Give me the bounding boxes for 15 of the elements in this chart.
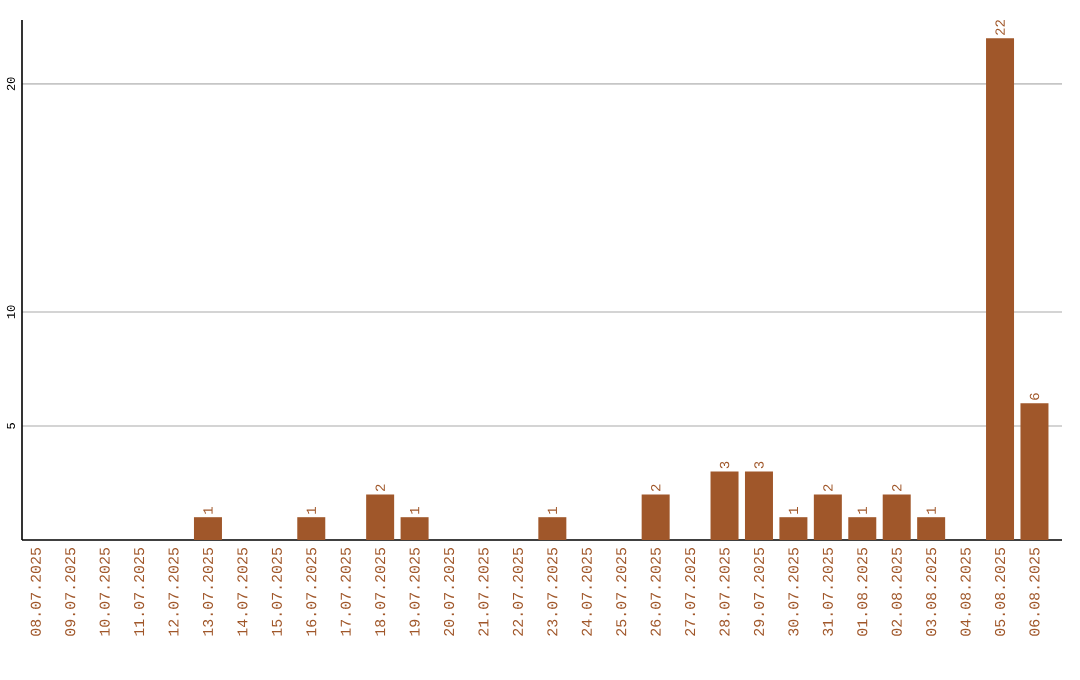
bar xyxy=(710,471,739,540)
bar xyxy=(744,471,773,540)
bar xyxy=(779,517,808,540)
bar xyxy=(366,494,395,540)
bar xyxy=(813,494,842,540)
bar xyxy=(400,517,429,540)
bar xyxy=(193,517,222,540)
bar xyxy=(538,517,567,540)
bar xyxy=(848,517,877,540)
bar xyxy=(297,517,326,540)
bar xyxy=(1020,403,1049,540)
bar xyxy=(882,494,911,540)
bar xyxy=(917,517,946,540)
bar xyxy=(641,494,670,540)
bar xyxy=(986,38,1015,540)
